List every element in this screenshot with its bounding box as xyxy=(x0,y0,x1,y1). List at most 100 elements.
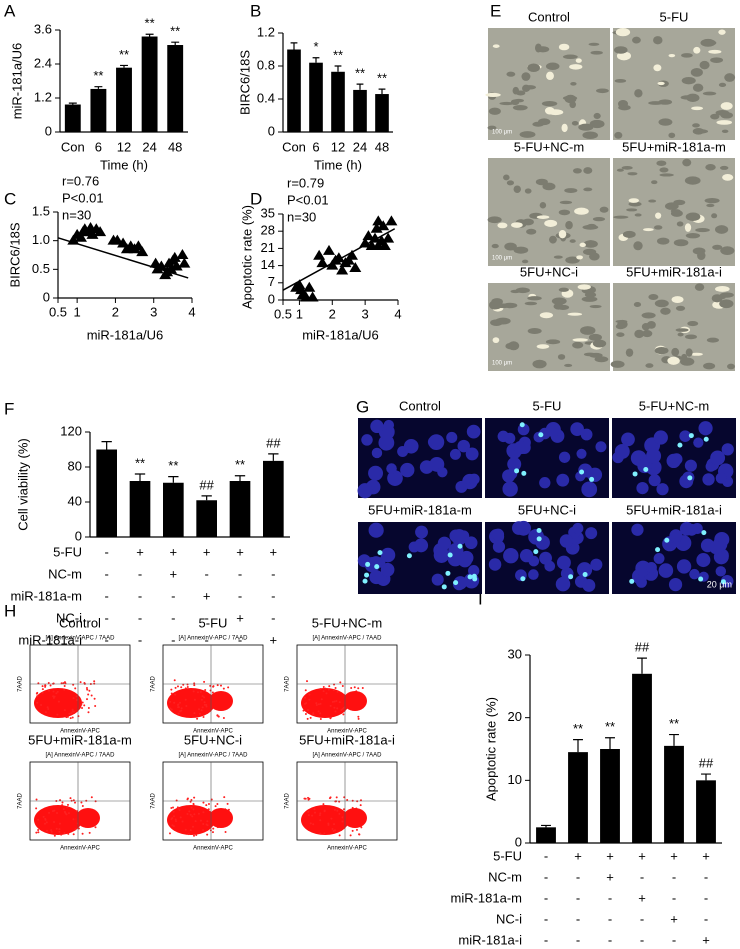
nucleus xyxy=(539,551,552,565)
event xyxy=(187,833,190,836)
nucleus xyxy=(369,570,384,585)
bar xyxy=(196,500,217,537)
y-axis-label: BIRC6/18S xyxy=(237,50,252,115)
y-tick-label: 14 xyxy=(261,257,275,272)
event xyxy=(41,691,44,694)
image-label: 5-FU+NC-m xyxy=(639,398,709,413)
cell xyxy=(653,225,663,230)
nucleus xyxy=(368,465,384,481)
event xyxy=(320,698,323,701)
cell xyxy=(544,106,555,115)
point xyxy=(369,232,381,243)
nucleus xyxy=(715,566,727,577)
cell xyxy=(648,293,659,300)
cell xyxy=(653,36,663,45)
cell xyxy=(681,53,693,58)
event xyxy=(170,807,173,810)
nucleus xyxy=(502,481,518,497)
image xyxy=(612,418,736,498)
event xyxy=(339,681,342,684)
cell xyxy=(720,102,733,110)
image-label: 5FU+miR-181a-m xyxy=(622,139,726,154)
error-bar xyxy=(94,86,103,89)
nucleus xyxy=(403,438,419,454)
treatment-sign: + xyxy=(638,848,646,863)
event xyxy=(199,690,202,693)
nucleus xyxy=(455,480,468,493)
cell xyxy=(716,120,733,125)
event xyxy=(319,717,322,720)
event xyxy=(207,802,210,805)
nucleus xyxy=(492,540,506,553)
event xyxy=(41,688,44,691)
image-label: 5-FU xyxy=(199,615,228,630)
treatment-sign: - xyxy=(204,566,208,581)
annotation: r=0.79 xyxy=(287,175,324,190)
cell xyxy=(513,185,521,194)
apoptotic-nucleus xyxy=(703,436,709,442)
apoptotic-nucleus xyxy=(514,468,520,474)
event xyxy=(53,821,56,824)
scale-label: 100 μm xyxy=(492,256,512,262)
nucleus xyxy=(721,443,734,456)
treatment-sign: + xyxy=(170,566,178,581)
event xyxy=(333,700,336,703)
nucleus xyxy=(653,430,668,445)
nucleus xyxy=(511,521,526,535)
event xyxy=(75,698,78,701)
y-axis-label: BIRC6/18S xyxy=(7,222,22,287)
event xyxy=(190,798,193,801)
event xyxy=(35,807,38,810)
treatment-sign: - xyxy=(576,932,580,947)
cell xyxy=(502,302,518,309)
cell xyxy=(692,83,704,92)
treatment-sign: - xyxy=(672,869,676,884)
event xyxy=(171,824,174,827)
event xyxy=(198,708,201,711)
cell xyxy=(521,72,531,81)
cell xyxy=(681,353,688,362)
cell xyxy=(654,299,669,308)
x-tick-label: Con xyxy=(61,139,85,154)
event xyxy=(179,816,182,819)
event xyxy=(58,828,61,831)
cell xyxy=(526,228,537,235)
cell xyxy=(614,46,628,54)
cell xyxy=(571,120,579,126)
cell xyxy=(535,178,548,186)
event xyxy=(341,820,344,823)
y-tick-label: 7 xyxy=(268,274,275,289)
treatment-sign: - xyxy=(238,566,242,581)
event xyxy=(200,698,203,701)
event xyxy=(222,716,225,719)
apoptotic-nucleus xyxy=(698,576,704,582)
treatment-sign: - xyxy=(204,610,208,625)
event xyxy=(61,801,64,804)
event xyxy=(41,685,44,688)
cell xyxy=(580,326,596,335)
cell xyxy=(485,92,501,98)
cell xyxy=(577,284,591,290)
event xyxy=(65,716,68,719)
event xyxy=(322,685,325,688)
cell xyxy=(628,198,640,203)
treatment-sign: - xyxy=(608,890,612,905)
image: [A] AnnexinV-APC / 7AAD AnnexinV-APC 7AAD xyxy=(285,636,398,735)
cell xyxy=(584,292,597,298)
plot-header: [A] AnnexinV-APC / 7AAD xyxy=(178,636,248,642)
nucleus xyxy=(581,481,598,498)
nucleus xyxy=(572,522,584,534)
event xyxy=(71,716,74,719)
cell xyxy=(627,172,638,176)
event xyxy=(171,817,174,820)
cell xyxy=(561,123,568,133)
point xyxy=(94,226,107,237)
event xyxy=(170,708,173,711)
event xyxy=(212,827,215,830)
point xyxy=(372,215,385,226)
panel-label: F xyxy=(4,399,14,418)
point xyxy=(336,264,349,275)
apoptotic-nucleus xyxy=(688,433,694,439)
annotation: r=0.76 xyxy=(62,173,99,188)
x-tick-label: 6 xyxy=(95,139,102,154)
